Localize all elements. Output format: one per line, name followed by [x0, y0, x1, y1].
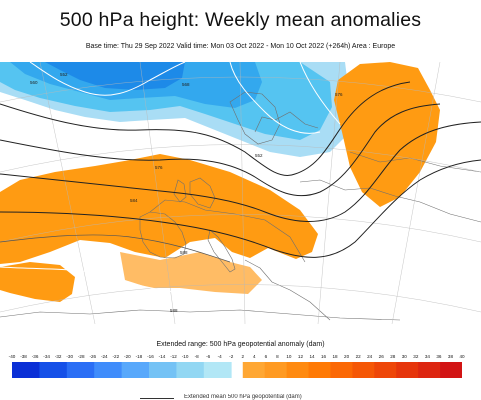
legend-positive-swatch [308, 362, 331, 378]
legend-tick-label: 38 [447, 354, 454, 359]
legend-positive-swatch [440, 362, 462, 378]
legend-tick-label: 28 [390, 354, 396, 359]
graticule [0, 62, 481, 324]
legend-tick-label: -14 [158, 354, 166, 359]
legend-tick-label: -36 [31, 354, 39, 359]
legend-positive-swatch [396, 362, 419, 378]
legend-negative-swatch [94, 362, 123, 378]
contour-label: 576 [335, 92, 343, 97]
legend-tick-label: 6 [264, 354, 268, 359]
negative-anomaly-region [0, 62, 350, 157]
legend-tick-label: 10 [286, 354, 292, 359]
legend-tick-label: 32 [413, 354, 419, 359]
legend-footer: Extended mean 500 hPa geopotential (dam) [0, 394, 481, 400]
contour-label: 552 [60, 72, 68, 77]
legend-tick-label: -20 [124, 354, 131, 359]
legend-tick-label: -30 [66, 354, 74, 359]
legend-tick-label: -18 [135, 354, 143, 359]
legend-positive-swatch [418, 362, 441, 378]
legend-tick-label: -38 [20, 354, 27, 359]
legend-tick-label: -2 [229, 354, 234, 359]
legend-negative-swatch [39, 362, 68, 378]
legend-negative-swatch [149, 362, 177, 378]
legend-tick-label: 30 [401, 354, 407, 359]
legend-positive-swatch [264, 362, 288, 378]
contour-label: 588 [170, 308, 178, 313]
contour-label: 560 [30, 80, 38, 85]
legend-tick-label: -26 [89, 354, 97, 359]
legend-positive-swatch [286, 362, 309, 378]
legend-positive-swatch [352, 362, 375, 378]
legend-tick-label: 40 [459, 354, 465, 359]
color-legend [12, 362, 462, 378]
legend-positive-swatch [242, 362, 266, 378]
legend-negative-swatch [176, 362, 205, 378]
legend-tick-label: -8 [194, 354, 199, 359]
contour-line-sample [140, 398, 174, 399]
legend-tick-label: -34 [43, 354, 50, 359]
legend-tick-label: 36 [436, 354, 442, 359]
contour-label: 576 [155, 165, 163, 170]
positive-anomaly-region [0, 62, 440, 302]
legend-tick-label: 22 [355, 354, 361, 359]
chart-title: 500 hPa height: Weekly mean anomalies [59, 9, 422, 31]
anomaly-map: 552 560 568 576 584 588 576 552 588 [0, 62, 481, 324]
legend-tick-label: 24 [367, 354, 373, 359]
legend-positive-swatch [374, 362, 397, 378]
legend-negative-swatch [121, 362, 150, 378]
legend-tick-label: 18 [332, 354, 338, 359]
legend-positive-swatch [330, 362, 353, 378]
contour-labels: 552 560 568 576 584 588 576 552 588 [30, 72, 343, 313]
legend-negative-swatch [203, 362, 232, 378]
legend-negative-swatch [12, 362, 40, 378]
contour-label: 552 [255, 153, 263, 158]
legend-tick-label: -12 [170, 354, 177, 359]
height-contours [0, 62, 481, 295]
contour-label: 568 [182, 82, 190, 87]
legend-tick-label: -22 [112, 354, 120, 359]
contour-label: 588 [180, 250, 188, 255]
legend-tick-label: 8 [276, 354, 279, 359]
legend-ticks: -40 -38 -36 -34 -32 -30 -28 -26 -24 -22 -20 -18 -16-… [8, 354, 465, 362]
legend-tick-label: -32 [54, 354, 62, 359]
legend-tick-label: 34 [424, 354, 430, 359]
legend-tick-label: 12 [297, 354, 304, 359]
legend-tick-label: 20 [344, 354, 350, 359]
legend-tick-label: -10 [181, 354, 189, 359]
contour-label: 584 [130, 198, 138, 203]
chart-subtitle: Base time: Thu 29 Sep 2022 Valid time: M… [85, 43, 396, 50]
legend-tick-label: 26 [378, 354, 384, 359]
legend-tick-label: 16 [320, 354, 327, 359]
legend-tick-label: 4 [253, 354, 256, 359]
legend-tick-label: -28 [77, 354, 85, 359]
legend-tick-label: -16 [147, 354, 154, 359]
contour-legend-label: Extended mean 500 hPa geopotential (dam) [184, 394, 302, 400]
legend-tick-label: 14 [309, 354, 315, 359]
legend-negative-swatch [66, 362, 95, 378]
legend-tick-label: 2 [241, 354, 245, 359]
legend-tick-label: -40 [8, 354, 16, 359]
legend-tick-label: -4 [217, 354, 222, 359]
legend-title: Extended range: 500 hPa geopotential ano… [156, 341, 325, 348]
legend-tick-label: -6 [206, 354, 211, 359]
legend-tick-label: -24 [100, 354, 108, 359]
